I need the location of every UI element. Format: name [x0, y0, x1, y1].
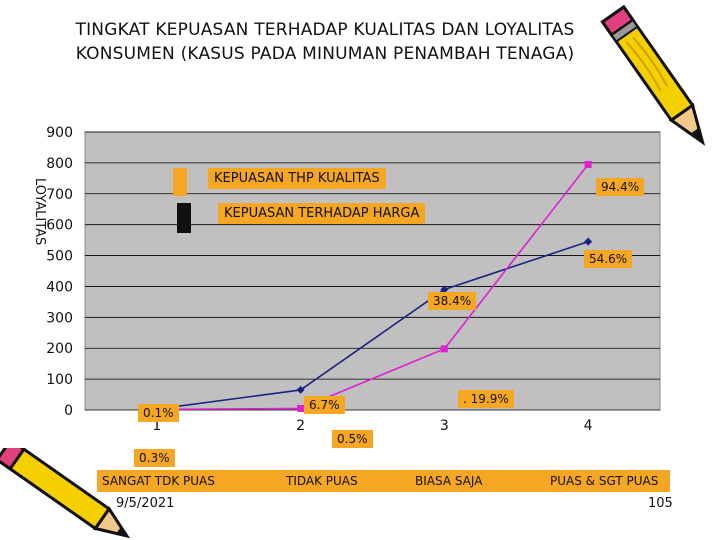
annotation-19: . 19.9%	[458, 390, 514, 408]
y-tick-label: 300	[46, 310, 73, 326]
data-point	[584, 237, 593, 246]
data-point	[440, 285, 449, 294]
annotation-05: 0.5%	[332, 430, 373, 448]
annotation-94: 94.4%	[596, 178, 645, 196]
category-label-3: BIASA SAJA	[415, 474, 483, 488]
y-tick-label: 800	[46, 156, 73, 172]
x-tick-label: 2	[296, 418, 305, 434]
x-tick-label: 4	[584, 418, 593, 434]
annotation-38: 38.4%	[428, 292, 477, 310]
data-point	[440, 345, 448, 353]
page-number: 105	[648, 496, 673, 511]
pencil-icon	[600, 4, 706, 146]
y-axis-title: LOYALITAS	[32, 178, 47, 246]
y-tick-label: 500	[46, 249, 73, 265]
legend-swatch-harga	[177, 203, 191, 233]
legend-label-kualitas: KEPUASAN THP KUALITAS	[208, 168, 386, 189]
pencil-icon	[0, 448, 131, 539]
annotation-01: 0.1%	[138, 404, 179, 422]
y-tick-label: 600	[46, 218, 73, 234]
legend-label-harga: KEPUASAN TERHADAP HARGA	[218, 203, 426, 224]
category-label-2: TIDAK PUAS	[286, 474, 358, 488]
y-tick-label: 100	[46, 372, 73, 388]
series-line	[156, 163, 589, 411]
data-point	[584, 160, 592, 168]
x-tick-label: 1	[152, 418, 161, 434]
data-point	[296, 385, 305, 394]
y-tick-label: 700	[46, 187, 73, 203]
annotation-6: 6.7%	[304, 396, 345, 414]
annotation-54: 54.6%	[584, 250, 633, 268]
y-tick-label: 0	[64, 403, 73, 419]
chart: 0 100 200 300 400 500 600 700 800 900 1 2 3 4	[30, 112, 670, 462]
y-tick-label: 400	[46, 279, 73, 295]
annotation-03: 0.3%	[134, 449, 175, 467]
y-tick-label: 200	[46, 341, 73, 357]
slide-date: 9/5/2021	[116, 496, 175, 511]
category-label-4: PUAS & SGT PUAS	[550, 474, 659, 488]
y-tick-label: 900	[46, 125, 73, 141]
x-tick-label: 3	[440, 418, 449, 434]
data-point	[297, 404, 305, 412]
slide-title: TINGKAT KEPUASAN TERHADAP KUALITAS DAN L…	[75, 20, 575, 64]
chart-svg: 0 100 200 300 400 500 600 700 800 900 1 2 3 4	[46, 125, 661, 434]
legend-swatch-kualitas	[173, 168, 187, 196]
category-bar	[97, 470, 670, 492]
category-label-1: SANGAT TDK PUAS	[102, 474, 215, 488]
series-line	[156, 240, 589, 410]
